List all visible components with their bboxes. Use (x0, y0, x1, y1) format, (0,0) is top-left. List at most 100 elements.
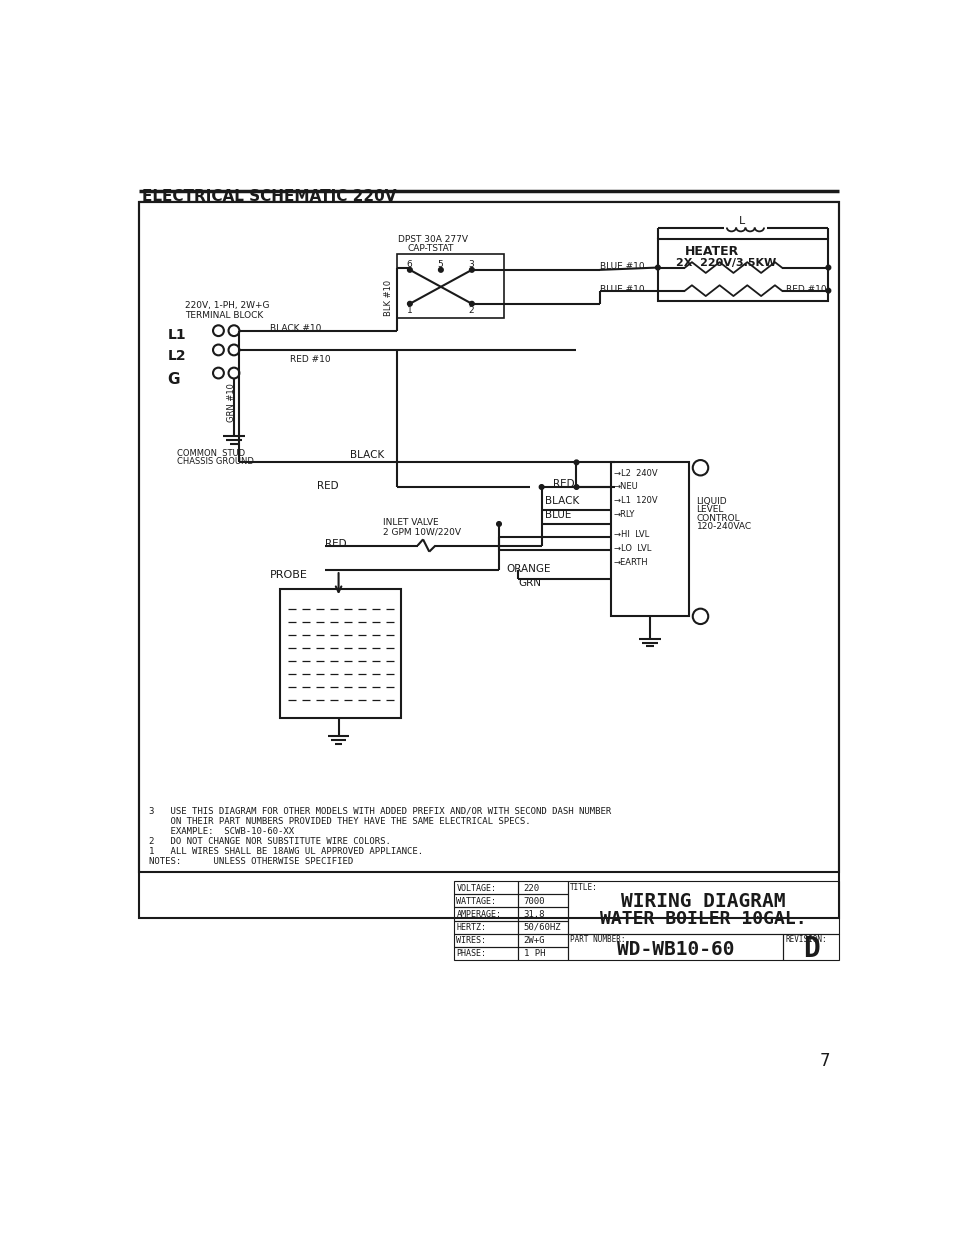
Text: PART NUMBER:: PART NUMBER: (570, 935, 625, 944)
Text: GRN #10: GRN #10 (227, 383, 236, 421)
Bar (517, 882, 567, 894)
Text: BLK #10: BLK #10 (384, 280, 393, 316)
Text: RED #10: RED #10 (785, 285, 825, 294)
Text: L: L (739, 216, 744, 226)
Text: ORANGE: ORANGE (506, 564, 551, 574)
Text: DPST 30A 277V: DPST 30A 277V (397, 235, 468, 245)
Bar (517, 894, 567, 908)
Text: WIRES:: WIRES: (456, 936, 486, 945)
Text: BLACK #10: BLACK #10 (270, 324, 321, 332)
Text: →HI  LVL: →HI LVL (613, 530, 648, 540)
Text: BLUE: BLUE (545, 510, 571, 520)
Bar (454, 882, 517, 894)
Text: 7: 7 (819, 1052, 829, 1070)
Text: RED: RED (316, 480, 338, 490)
Text: NOTES:      UNLESS OTHERWISE SPECIFIED: NOTES: UNLESS OTHERWISE SPECIFIED (149, 857, 353, 866)
Text: L1: L1 (167, 327, 186, 342)
Text: WATER BOILER 10GAL.: WATER BOILER 10GAL. (599, 910, 806, 927)
Circle shape (469, 301, 474, 306)
Text: D: D (802, 935, 819, 963)
Text: 220V, 1-PH, 2W+G: 220V, 1-PH, 2W+G (185, 300, 270, 310)
Bar (658, 240, 827, 300)
Bar (396, 254, 503, 317)
Circle shape (407, 301, 412, 306)
Bar (782, 934, 839, 960)
Text: 120-240VAC: 120-240VAC (696, 522, 751, 531)
Text: TERMINAL BLOCK: TERMINAL BLOCK (185, 311, 263, 320)
Text: HERTZ:: HERTZ: (456, 923, 486, 932)
Text: VOLTAGE:: VOLTAGE: (456, 883, 496, 893)
Text: 2X  220V/3.5KW: 2X 220V/3.5KW (675, 258, 775, 268)
Text: →NEU: →NEU (613, 483, 638, 492)
Text: LEVEL: LEVEL (696, 505, 723, 515)
Bar (454, 947, 517, 960)
Text: COMMON  STUD: COMMON STUD (177, 448, 245, 457)
Text: AMPERAGE:: AMPERAGE: (456, 910, 501, 919)
Bar (517, 947, 567, 960)
Bar (454, 894, 517, 908)
Text: 3   USE THIS DIAGRAM FOR OTHER MODELS WITH ADDED PREFIX AND/OR WITH SECOND DASH : 3 USE THIS DIAGRAM FOR OTHER MODELS WITH… (149, 806, 610, 815)
Text: 50/60HZ: 50/60HZ (523, 923, 560, 932)
Text: TITLE:: TITLE: (570, 883, 598, 892)
Text: BLACK: BLACK (545, 496, 579, 506)
Bar (567, 934, 782, 960)
Text: ON THEIR PART NUMBERS PROVIDED THEY HAVE THE SAME ELECTRICAL SPECS.: ON THEIR PART NUMBERS PROVIDED THEY HAVE… (149, 816, 530, 825)
Text: 2W+G: 2W+G (523, 936, 545, 945)
Text: BLUE #10: BLUE #10 (599, 285, 643, 294)
Text: 3: 3 (468, 259, 474, 269)
Text: 1 PH: 1 PH (523, 948, 545, 958)
Text: REVISION:: REVISION: (785, 935, 826, 944)
Text: 5: 5 (437, 259, 443, 269)
Text: →RLY: →RLY (613, 510, 635, 519)
Text: RED: RED (324, 540, 346, 550)
Text: BLUE #10: BLUE #10 (599, 262, 643, 272)
Text: CAP-TSTAT: CAP-TSTAT (407, 245, 454, 253)
Text: WATTAGE:: WATTAGE: (456, 897, 496, 905)
Bar (454, 934, 517, 947)
Text: LIQUID: LIQUID (696, 496, 726, 506)
Bar (567, 882, 839, 934)
Bar (280, 589, 400, 718)
Circle shape (407, 268, 412, 272)
Circle shape (825, 288, 830, 293)
Text: PROBE: PROBE (270, 571, 308, 580)
Text: L2: L2 (167, 350, 186, 363)
Circle shape (655, 266, 659, 270)
Bar (517, 908, 567, 920)
Text: 6: 6 (406, 259, 412, 269)
Bar (517, 920, 567, 934)
Text: 2 GPM 10W/220V: 2 GPM 10W/220V (382, 527, 460, 536)
Text: RED #10: RED #10 (290, 354, 330, 363)
Circle shape (574, 484, 578, 489)
Circle shape (469, 268, 474, 272)
Bar (454, 920, 517, 934)
Text: →L2  240V: →L2 240V (613, 468, 657, 478)
Text: BLACK: BLACK (350, 450, 384, 461)
Text: INLET VALVE: INLET VALVE (382, 517, 438, 527)
Text: G: G (167, 372, 179, 388)
Text: PHASE:: PHASE: (456, 948, 486, 958)
Text: HEATER: HEATER (684, 246, 739, 258)
Text: →L1  120V: →L1 120V (613, 496, 657, 505)
Text: CHASSIS GROUND: CHASSIS GROUND (177, 457, 254, 466)
Text: 1: 1 (406, 306, 412, 315)
Text: 2   DO NOT CHANGE NOR SUBSTITUTE WIRE COLORS.: 2 DO NOT CHANGE NOR SUBSTITUTE WIRE COLO… (149, 836, 390, 846)
Circle shape (825, 266, 830, 270)
Bar (138, 203, 839, 918)
Text: ELECTRICAL SCHEMATIC 220V: ELECTRICAL SCHEMATIC 220V (142, 189, 396, 204)
Circle shape (538, 484, 543, 489)
Circle shape (574, 461, 578, 464)
Bar (611, 462, 688, 616)
Text: WD-WB10-60: WD-WB10-60 (617, 940, 734, 958)
Text: EXAMPLE:  SCWB-10-60-XX: EXAMPLE: SCWB-10-60-XX (149, 826, 294, 836)
Text: 7000: 7000 (523, 897, 545, 905)
Bar (138, 203, 839, 872)
Text: CONTROL: CONTROL (696, 514, 740, 522)
Bar (454, 908, 517, 920)
Text: 1   ALL WIRES SHALL BE 18AWG UL APPROVED APPLIANCE.: 1 ALL WIRES SHALL BE 18AWG UL APPROVED A… (149, 846, 422, 856)
Text: →LO  LVL: →LO LVL (613, 543, 650, 553)
Text: GRN: GRN (517, 578, 540, 588)
Text: 2: 2 (468, 306, 474, 315)
Text: RED: RED (553, 479, 575, 489)
Bar (517, 934, 567, 947)
